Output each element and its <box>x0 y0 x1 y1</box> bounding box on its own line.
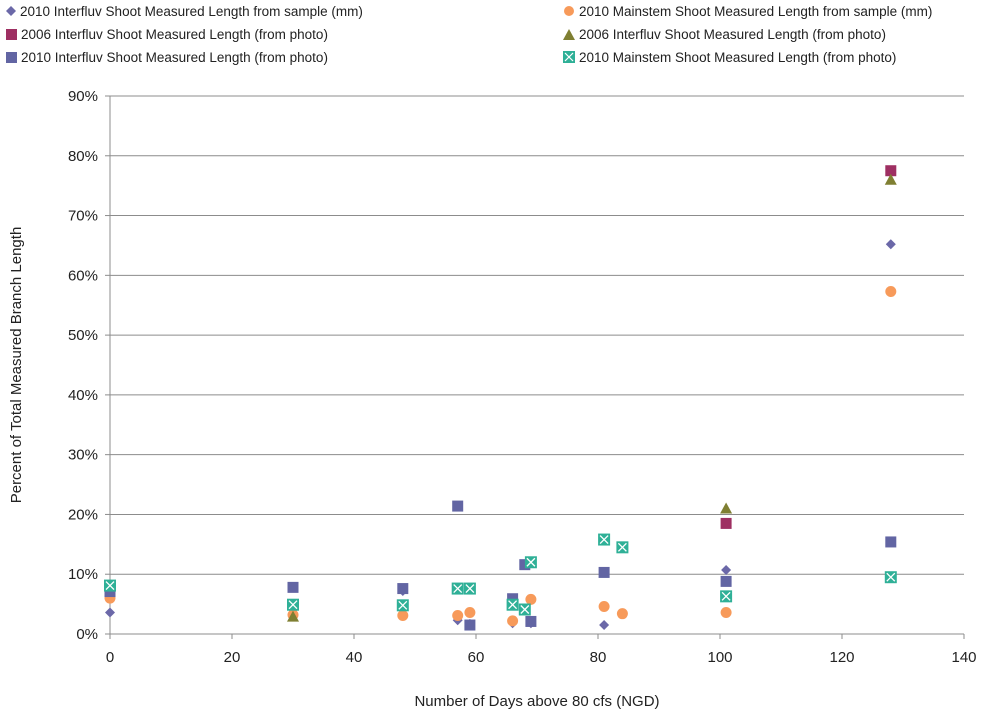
data-point <box>884 173 897 185</box>
data-point <box>598 601 610 613</box>
y-tick-label: 0% <box>76 626 98 643</box>
y-tick-label: 20% <box>68 506 98 523</box>
x-tick-label: 80 <box>590 649 607 666</box>
x-tick-label: 140 <box>951 649 976 666</box>
grid-lines <box>110 95 964 575</box>
triangle-marker-icon <box>563 28 575 40</box>
square-marker-icon <box>6 28 17 40</box>
x-tick-label: 0 <box>106 649 114 666</box>
y-tick-label: 50% <box>68 327 98 344</box>
data-point <box>720 606 732 618</box>
data-point <box>397 609 409 621</box>
y-tick-label: 60% <box>68 267 98 284</box>
legend-item-2006-interfluv-photo-triangle: 2006 Interfluv Shoot Measured Length (fr… <box>563 24 886 44</box>
legend-item-2010-interfluv-sample: 2010 Interfluv Shoot Measured Length fro… <box>6 1 363 21</box>
data-point <box>885 536 897 548</box>
data-point <box>464 619 476 631</box>
series-0 <box>105 239 896 631</box>
data-point <box>616 541 629 554</box>
x-tick-label: 60 <box>468 649 485 666</box>
data-points <box>104 165 897 631</box>
data-point <box>451 582 464 595</box>
legend-label: 2010 Mainstem Shoot Measured Length (fro… <box>579 49 897 65</box>
data-point <box>720 517 732 529</box>
legend-item-2010-interfluv-photo: 2010 Interfluv Shoot Measured Length (fr… <box>6 47 328 67</box>
data-point <box>885 239 896 250</box>
data-point <box>598 566 610 578</box>
legend-label: 2010 Interfluv Shoot Measured Length (fr… <box>21 49 328 65</box>
data-point <box>720 575 732 587</box>
data-point <box>884 571 897 584</box>
data-point <box>524 556 537 569</box>
data-point <box>720 590 733 603</box>
y-tick-labels: 0% 10% 20% 30% 40% 50% 60% 70% 80% 90% <box>68 88 98 643</box>
data-point <box>599 620 610 631</box>
legend-item-2010-mainstem-sample: 2010 Mainstem Shoot Measured Length from… <box>563 1 932 21</box>
data-point <box>507 615 519 627</box>
y-tick-label: 40% <box>68 387 98 404</box>
legend-label: 2010 Interfluv Shoot Measured Length fro… <box>20 3 363 19</box>
legend-label: 2006 Interfluv Shoot Measured Length (fr… <box>579 26 886 42</box>
data-point <box>885 285 897 297</box>
data-point <box>104 579 116 592</box>
x-tick-label: 100 <box>707 649 732 666</box>
y-axis-title: Percent of Total Measured Branch Length <box>8 227 25 504</box>
data-point <box>598 533 611 546</box>
series-1 <box>104 285 897 627</box>
diamond-marker-icon <box>6 6 16 16</box>
data-point <box>506 598 519 611</box>
y-tick-label: 70% <box>68 208 98 225</box>
data-point <box>525 593 537 605</box>
chart-legend: 2010 Interfluv Shoot Measured Length fro… <box>0 0 987 80</box>
data-point <box>287 581 299 593</box>
series-3 <box>287 173 897 622</box>
square-marker-icon <box>6 51 17 63</box>
circle-marker-icon <box>564 6 574 16</box>
data-point <box>397 583 409 595</box>
legend-item-2006-interfluv-photo-square: 2006 Interfluv Shoot Measured Length (fr… <box>6 24 328 44</box>
data-point <box>721 565 732 576</box>
y-tick-label: 10% <box>68 566 98 583</box>
series-5 <box>104 533 897 616</box>
y-tick-label: 80% <box>68 148 98 165</box>
data-point <box>463 582 476 595</box>
x-tick-labels: 0 20 40 60 80 100 120 140 <box>106 649 977 666</box>
x-square-marker-icon <box>563 51 575 63</box>
data-point <box>452 609 464 621</box>
data-point <box>525 615 537 627</box>
data-point <box>452 500 464 512</box>
legend-label: 2010 Mainstem Shoot Measured Length from… <box>579 3 933 19</box>
legend-item-2010-mainstem-photo: 2010 Mainstem Shoot Measured Length (fro… <box>563 47 896 67</box>
data-point <box>885 165 897 177</box>
data-point <box>616 608 628 620</box>
data-point <box>518 603 531 616</box>
y-tick-label: 30% <box>68 447 98 464</box>
data-point <box>464 606 476 618</box>
series-4 <box>104 500 897 631</box>
data-point <box>519 559 531 571</box>
x-axis-title: Number of Days above 80 cfs (NGD) <box>414 693 659 710</box>
data-point <box>287 598 299 611</box>
data-point <box>105 607 115 618</box>
axes <box>105 95 965 639</box>
series-2 <box>720 165 897 529</box>
legend-label: 2006 Interfluv Shoot Measured Length (fr… <box>21 26 328 42</box>
x-tick-label: 40 <box>346 649 363 666</box>
x-tick-label: 20 <box>224 649 241 666</box>
data-point <box>396 599 409 612</box>
y-tick-label: 90% <box>68 88 98 105</box>
x-tick-label: 120 <box>829 649 854 666</box>
data-point <box>287 610 299 622</box>
data-point <box>720 502 733 514</box>
